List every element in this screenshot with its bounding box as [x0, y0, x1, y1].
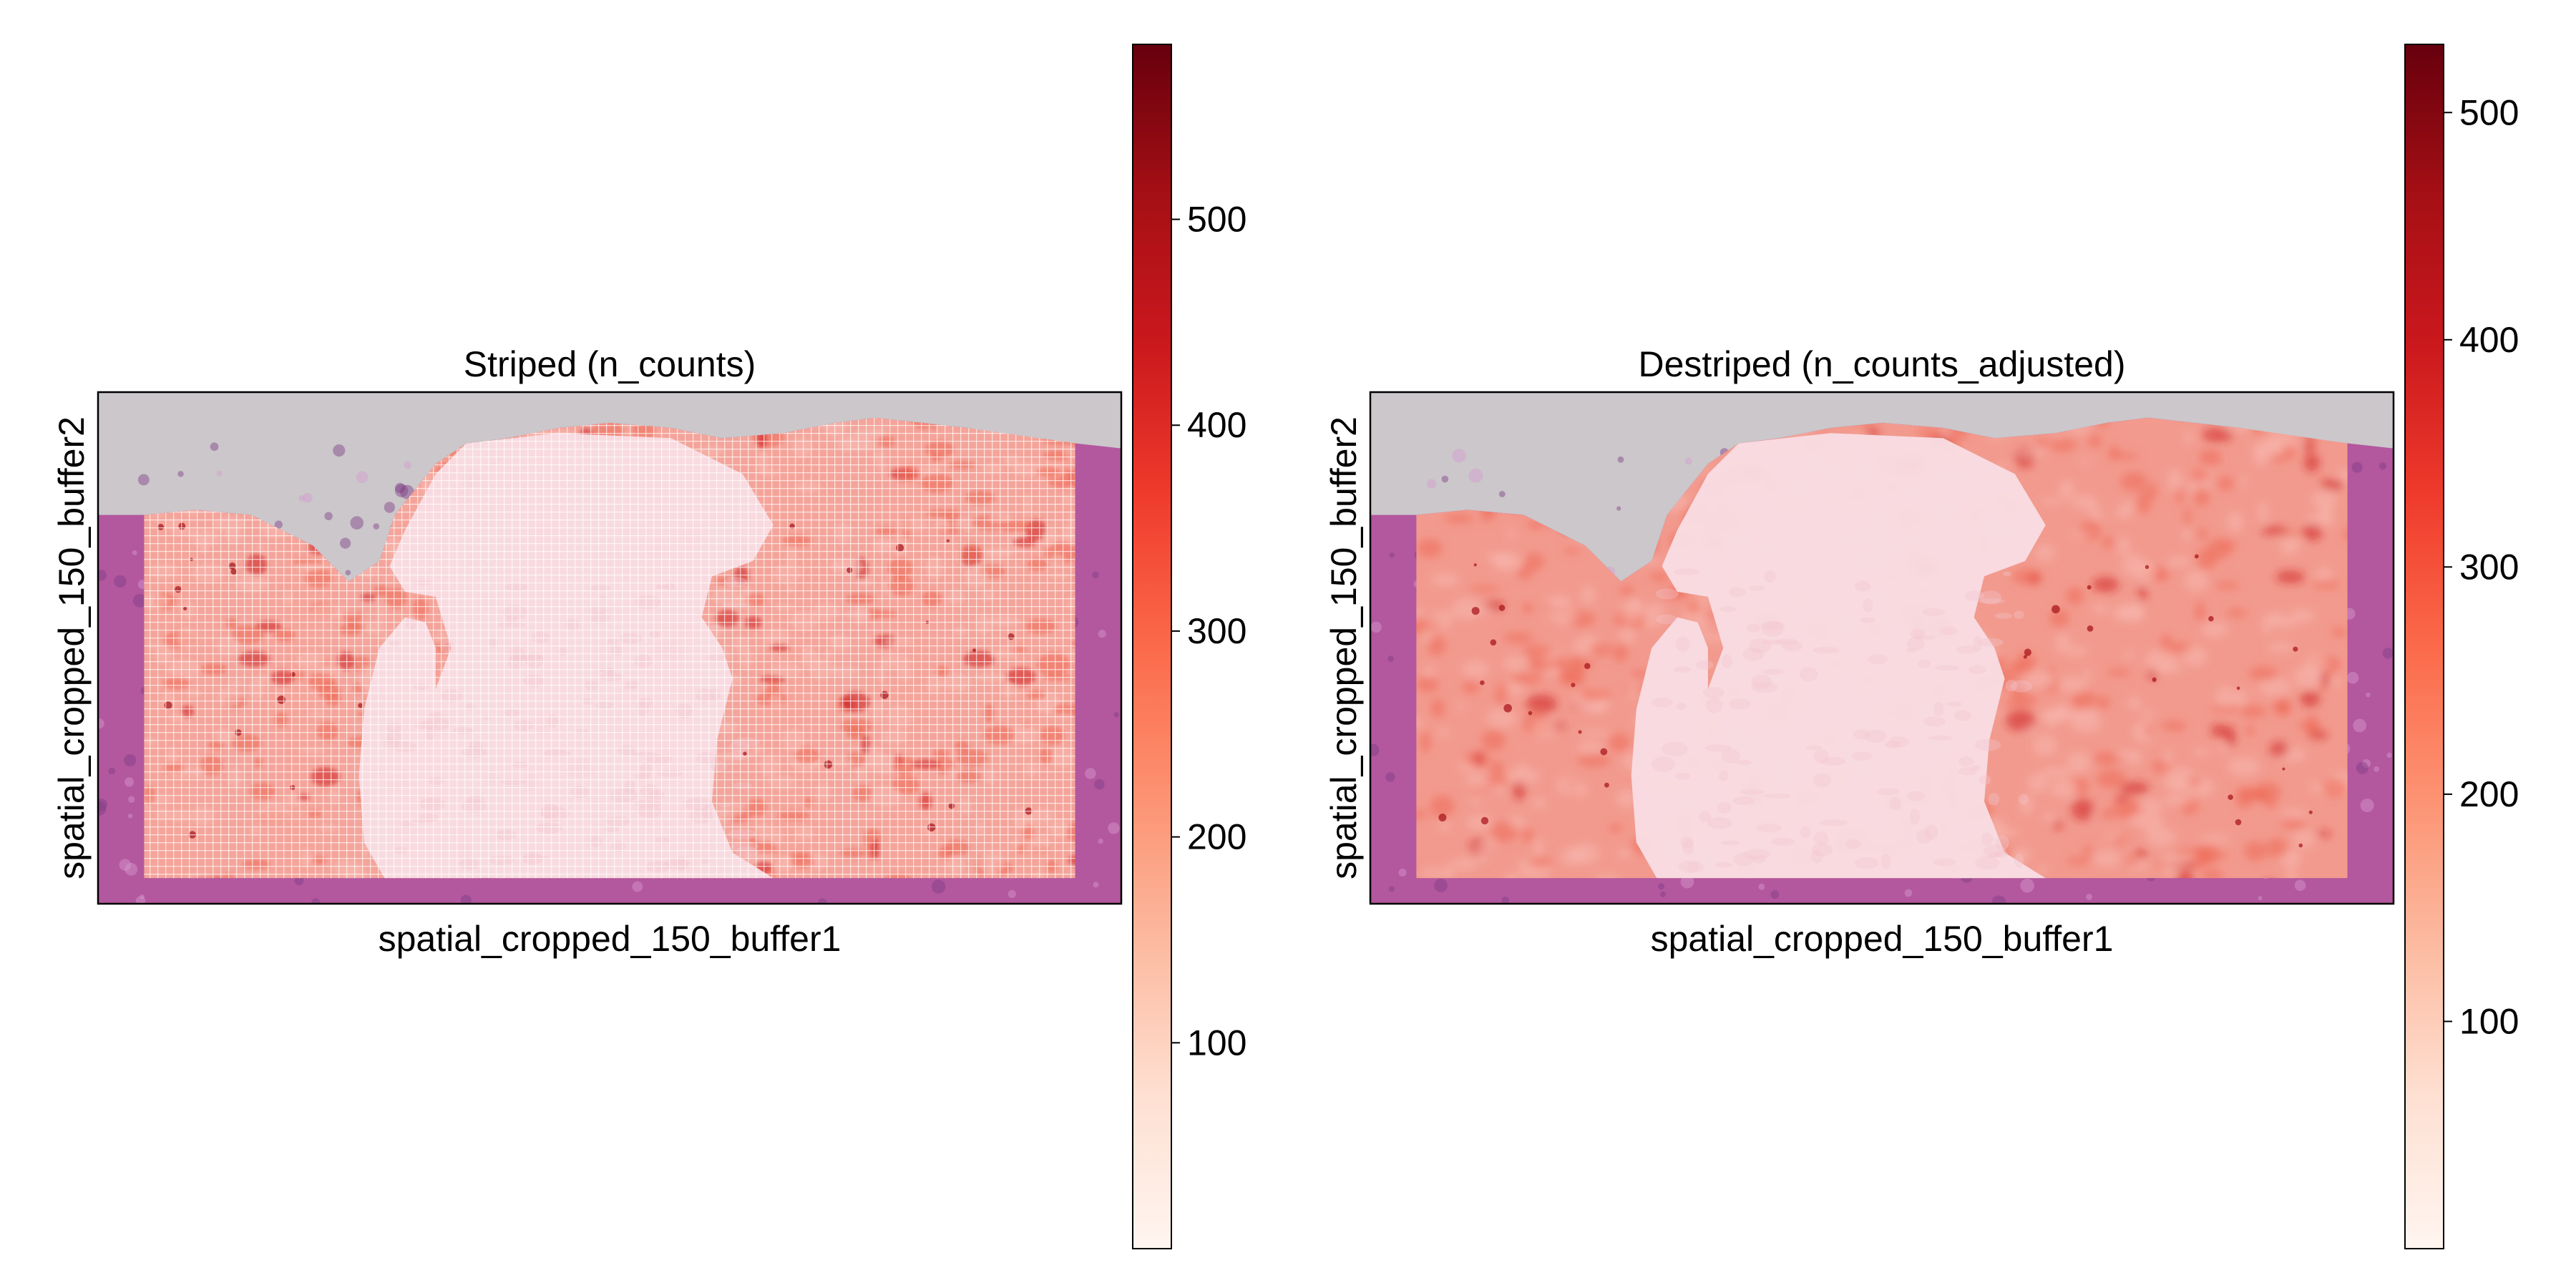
colorbar-tick-label: 400	[1187, 405, 1246, 445]
colorbar-tick-label: 200	[2459, 774, 2519, 814]
panel-destriped: Destriped (n_counts_adjusted) spatial_cro…	[1324, 44, 2519, 1249]
count-overlay	[144, 417, 1075, 879]
chart-title: Striped (n_counts)	[464, 344, 756, 384]
low-count-region	[1631, 433, 2046, 879]
colorbar	[2404, 44, 2444, 1249]
colorbar-tick-label: 500	[1187, 200, 1246, 240]
axes-frame	[97, 391, 1123, 905]
colorbar-tick-label: 200	[1187, 817, 1246, 857]
plot-area	[1370, 392, 2394, 904]
y-axis-label: spatial_cropped_150_buffer2	[1324, 416, 1364, 879]
plot-area	[98, 392, 1121, 904]
y-axis-label: spatial_cropped_150_buffer2	[52, 416, 92, 879]
colorbar-tick-label: 300	[2459, 547, 2519, 587]
panel-striped: Striped (n_counts) spatial_cropped_150_bu…	[52, 44, 1246, 1249]
count-overlay	[1416, 417, 2348, 879]
colorbar	[1132, 44, 1172, 1249]
x-axis-label: spatial_cropped_150_buffer1	[1651, 919, 2114, 959]
chart-title: Destriped (n_counts_adjusted)	[1639, 344, 2126, 384]
colorbar-tick-label: 100	[2459, 1001, 2519, 1041]
colorbar-tick-label: 300	[1187, 611, 1246, 651]
x-axis-label: spatial_cropped_150_buffer1	[379, 919, 841, 959]
colorbar-tick-label: 500	[2459, 92, 2519, 132]
colorbar-tick-label: 100	[1187, 1023, 1246, 1063]
axes-frame	[1369, 391, 2395, 905]
colorbar-tick-label: 400	[2459, 320, 2519, 360]
